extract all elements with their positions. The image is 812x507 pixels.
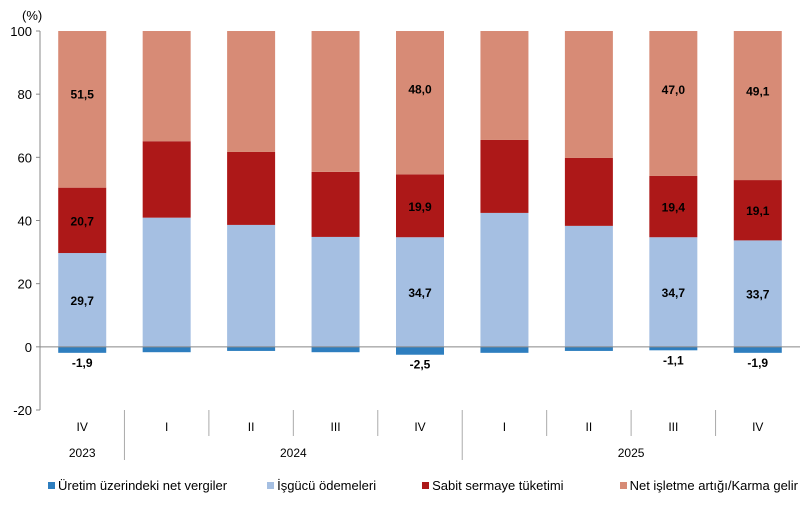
- data-label: 19,1: [746, 204, 770, 218]
- x-tick-label: IV: [414, 420, 425, 434]
- data-label: 19,9: [408, 200, 432, 214]
- data-label: 19,4: [662, 201, 686, 215]
- bar-segment: [311, 346, 360, 353]
- bar-segment: [564, 346, 613, 351]
- year-label: 2025: [618, 446, 645, 460]
- y-tick-label: 0: [25, 340, 32, 355]
- bar-segment: [227, 151, 276, 225]
- bar-segment: [227, 224, 276, 347]
- bar-segment: [733, 180, 782, 241]
- bar-segment: [58, 187, 107, 254]
- bar-segment: [733, 346, 782, 353]
- data-label: 51,5: [71, 88, 95, 102]
- x-tick-label: IV: [752, 420, 763, 434]
- bar-segment: [649, 175, 698, 238]
- legend-item: İşgücü ödemeleri: [267, 478, 376, 493]
- y-tick-label: -20: [13, 403, 32, 418]
- y-tick-label: 40: [18, 214, 32, 229]
- bar-segment: [311, 31, 360, 172]
- bar-segment: [396, 346, 444, 355]
- x-tick-label: II: [248, 420, 255, 434]
- legend-label: Net işletme artığı/Karma gelir: [629, 478, 798, 493]
- data-label: 33,7: [746, 288, 770, 302]
- x-tick-label: III: [668, 420, 678, 434]
- data-label: 47,0: [662, 83, 686, 97]
- bar-segment: [396, 31, 444, 175]
- bar-segment: [733, 31, 782, 181]
- bar-segment: [227, 31, 276, 152]
- x-tick-label: III: [331, 420, 341, 434]
- bar-segment: [396, 174, 444, 238]
- stacked-bar-chart: (%) -1,9 29,7 20,7 51,5 -2,5 34,7 19,9 48,0 -1,1…: [10, 8, 800, 460]
- bar-segment: [649, 237, 698, 347]
- legend-item: Üretim üzerindeki net vergiler: [48, 478, 227, 493]
- data-label: 48,0: [408, 82, 432, 96]
- bar-segment: [58, 253, 107, 347]
- bar-segment: [480, 139, 529, 213]
- y-tick-label: 60: [18, 150, 32, 165]
- legend-swatch: [619, 482, 627, 489]
- bar-segment: [480, 212, 529, 347]
- legend-item: Net işletme artığı/Karma gelir: [619, 478, 798, 493]
- x-tick-label: I: [165, 420, 168, 434]
- legend-label: Üretim üzerindeki net vergiler: [58, 478, 228, 493]
- bar-segment: [58, 31, 107, 188]
- legend-item: Sabit sermaye tüketimi: [422, 478, 564, 493]
- legend-label: Sabit sermaye tüketimi: [432, 478, 564, 493]
- bar-segment: [311, 236, 360, 347]
- bar-segment: [311, 171, 360, 237]
- year-label: 2023: [69, 446, 96, 460]
- bar-segment: [142, 217, 191, 347]
- bar-segment: [142, 346, 191, 353]
- legend: Üretim üzerindeki net vergiler İşgücü öde…: [48, 478, 798, 493]
- bar-segment: [649, 31, 698, 176]
- legend-swatch: [267, 482, 275, 489]
- bar-segment: [142, 141, 191, 218]
- data-label: -1,1: [663, 353, 684, 367]
- bar-segment: [733, 240, 782, 347]
- data-label: 49,1: [746, 85, 770, 99]
- year-label: 2024: [280, 446, 307, 460]
- data-label: -1,9: [72, 356, 93, 370]
- bar-segment: [396, 237, 444, 347]
- x-tick-label: IV: [77, 420, 88, 434]
- bar-segment: [480, 31, 529, 140]
- bar-segment: [142, 31, 191, 142]
- bar-segment: [649, 346, 698, 351]
- bar-segment: [564, 31, 613, 158]
- data-label: 34,7: [408, 286, 432, 300]
- data-label: 20,7: [71, 214, 95, 228]
- data-label: -2,5: [410, 358, 431, 372]
- bar-segment: [564, 225, 613, 347]
- y-tick-label: 20: [18, 277, 32, 292]
- data-label: 29,7: [71, 294, 95, 308]
- y-tick-label: 80: [18, 87, 32, 102]
- legend-swatch: [48, 482, 55, 489]
- bar-segment: [227, 346, 276, 351]
- legend-label: İşgücü ödemeleri: [277, 478, 377, 493]
- data-label: 34,7: [662, 286, 686, 300]
- bar-segment: [564, 157, 613, 226]
- data-label: -1,9: [747, 356, 768, 370]
- y-tick-label: 100: [10, 24, 32, 39]
- legend-swatch: [422, 482, 430, 489]
- bar-segment: [58, 346, 107, 353]
- x-tick-label: II: [586, 420, 593, 434]
- unit-label: (%): [22, 8, 42, 23]
- x-tick-label: I: [503, 420, 506, 434]
- bar-segment: [480, 346, 529, 353]
